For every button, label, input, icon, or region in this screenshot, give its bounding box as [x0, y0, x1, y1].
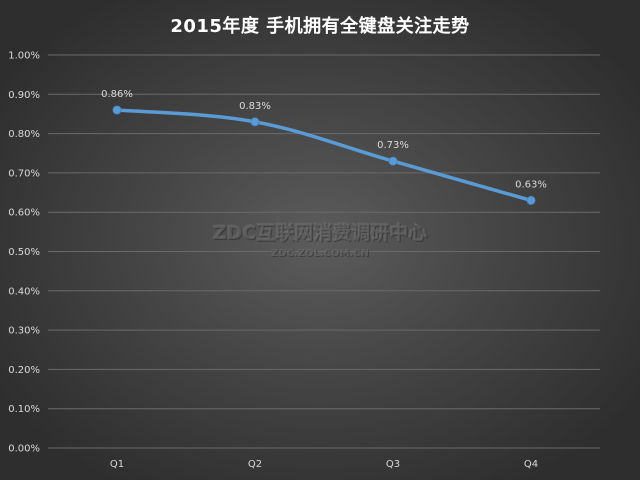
chart-title: 2015年度 手机拥有全键盘关注走势 [170, 16, 470, 37]
y-tick-label: 0.90% [8, 90, 40, 101]
x-tick-label: Q1 [110, 459, 124, 470]
y-tick-label: 0.10% [8, 404, 40, 415]
data-label: 0.73% [377, 140, 409, 151]
data-point [526, 195, 536, 205]
y-tick-label: 0.30% [8, 326, 40, 337]
y-tick-label: 0.50% [8, 247, 40, 258]
series-line [115, 108, 533, 203]
data-point [388, 156, 398, 166]
x-tick-label: Q3 [386, 459, 400, 470]
watermark-main: ZDC互联网消费调研中心 [212, 222, 428, 244]
watermark-sub: ZDC.ZOL.COM.CN [271, 248, 369, 259]
y-tick-label: 0.80% [8, 129, 40, 140]
y-tick-label: 1.00% [8, 51, 40, 62]
x-tick-label: Q2 [248, 459, 262, 470]
data-point [250, 117, 260, 127]
y-tick-label: 0.40% [8, 286, 40, 297]
y-tick-label: 0.00% [8, 444, 40, 455]
data-label: 0.86% [101, 89, 133, 100]
data-label: 0.63% [515, 179, 547, 190]
y-tick-label: 0.60% [8, 208, 40, 219]
y-tick-label: 0.70% [8, 168, 40, 179]
data-label: 0.83% [239, 101, 271, 112]
x-tick-label: Q4 [524, 459, 538, 470]
data-point [112, 105, 122, 115]
y-tick-label: 0.20% [8, 365, 40, 376]
